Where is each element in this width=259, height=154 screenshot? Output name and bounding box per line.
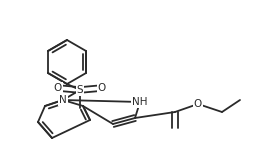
Text: O: O: [98, 83, 106, 93]
Text: S: S: [77, 85, 83, 95]
Text: O: O: [194, 99, 202, 109]
Text: N: N: [59, 95, 67, 105]
Text: NH: NH: [132, 97, 148, 107]
Text: O: O: [54, 83, 62, 93]
